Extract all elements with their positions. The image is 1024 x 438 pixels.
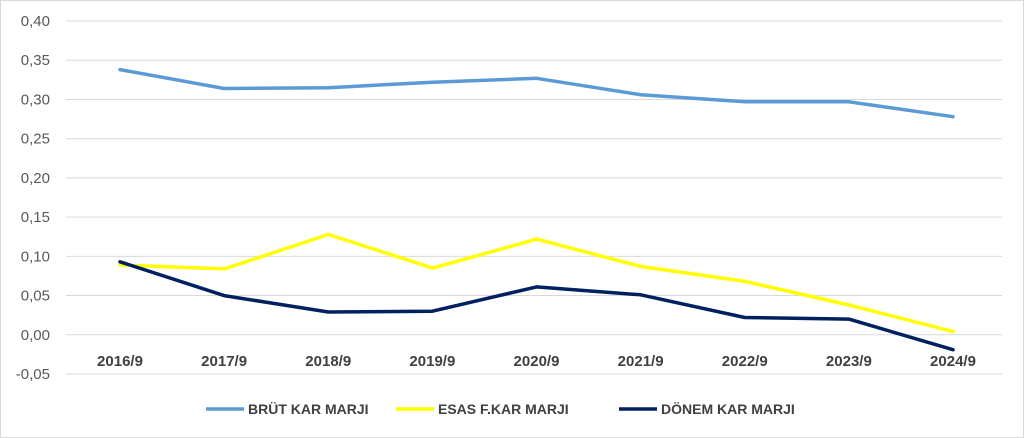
data-point <box>847 100 851 104</box>
data-point <box>743 279 747 283</box>
data-point <box>430 80 434 84</box>
series-line-2 <box>118 260 955 352</box>
x-tick-label: 2016/9 <box>97 353 143 370</box>
series-line-1 <box>118 232 955 334</box>
data-point <box>430 266 434 270</box>
data-point <box>743 316 747 320</box>
legend-label: BRÜT KAR MARJI <box>248 401 369 417</box>
y-tick-label: 0,05 <box>21 288 50 305</box>
data-point <box>222 86 226 90</box>
data-point <box>951 115 955 119</box>
x-tick-label: 2023/9 <box>826 353 872 370</box>
y-tick-label: 0,25 <box>21 131 50 148</box>
data-point <box>222 267 226 271</box>
data-point <box>326 232 330 236</box>
y-tick-label: 0,20 <box>21 170 50 187</box>
data-point <box>535 285 538 289</box>
data-point <box>430 309 434 313</box>
data-point <box>639 93 643 97</box>
data-point <box>535 237 538 241</box>
legend-label: ESAS F.KAR MARJI <box>438 401 569 417</box>
data-point <box>639 293 643 297</box>
data-point <box>326 86 330 90</box>
data-point <box>951 330 955 334</box>
x-tick-label: 2018/9 <box>305 353 351 370</box>
legend: BRÜT KAR MARJI ESAS F.KAR MARJI DÖNEM KAR … <box>206 401 795 417</box>
x-axis-tick-labels: 2016/9 2017/9 2018/9 2019/9 2020/9 2021/9 2022… <box>97 353 976 370</box>
data-point <box>535 76 538 80</box>
gridlines <box>66 20 1002 375</box>
x-tick-label: 2024/9 <box>930 353 976 370</box>
data-point <box>118 68 122 72</box>
x-tick-label: 2019/9 <box>409 353 455 370</box>
x-tick-label: 2022/9 <box>722 353 768 370</box>
x-tick-label: 2021/9 <box>618 353 664 370</box>
y-tick-label: 0,00 <box>21 327 50 344</box>
y-tick-label: -0,05 <box>16 366 50 383</box>
y-tick-label: 0,30 <box>21 91 50 108</box>
x-tick-label: 2017/9 <box>201 353 247 370</box>
series-lines <box>118 67 955 352</box>
series-line-0 <box>118 67 955 119</box>
y-tick-label: 0,40 <box>21 13 50 30</box>
y-tick-label: 0,35 <box>21 52 50 69</box>
data-point <box>639 265 643 269</box>
data-point <box>847 317 851 321</box>
data-point <box>118 263 122 267</box>
data-point <box>743 100 747 104</box>
data-point <box>847 303 851 307</box>
y-tick-label: 0,15 <box>21 209 50 226</box>
data-point <box>326 310 330 314</box>
y-axis-tick-labels: 0,40 0,35 0,30 0,25 0,20 0,15 0,10 0,05 0,00 -0,0… <box>16 13 50 383</box>
y-tick-label: 0,10 <box>21 248 50 265</box>
legend-label: DÖNEM KAR MARJI <box>661 401 795 417</box>
data-point <box>118 260 122 264</box>
data-point <box>951 348 955 352</box>
data-point <box>222 294 226 298</box>
x-tick-label: 2020/9 <box>514 353 560 370</box>
